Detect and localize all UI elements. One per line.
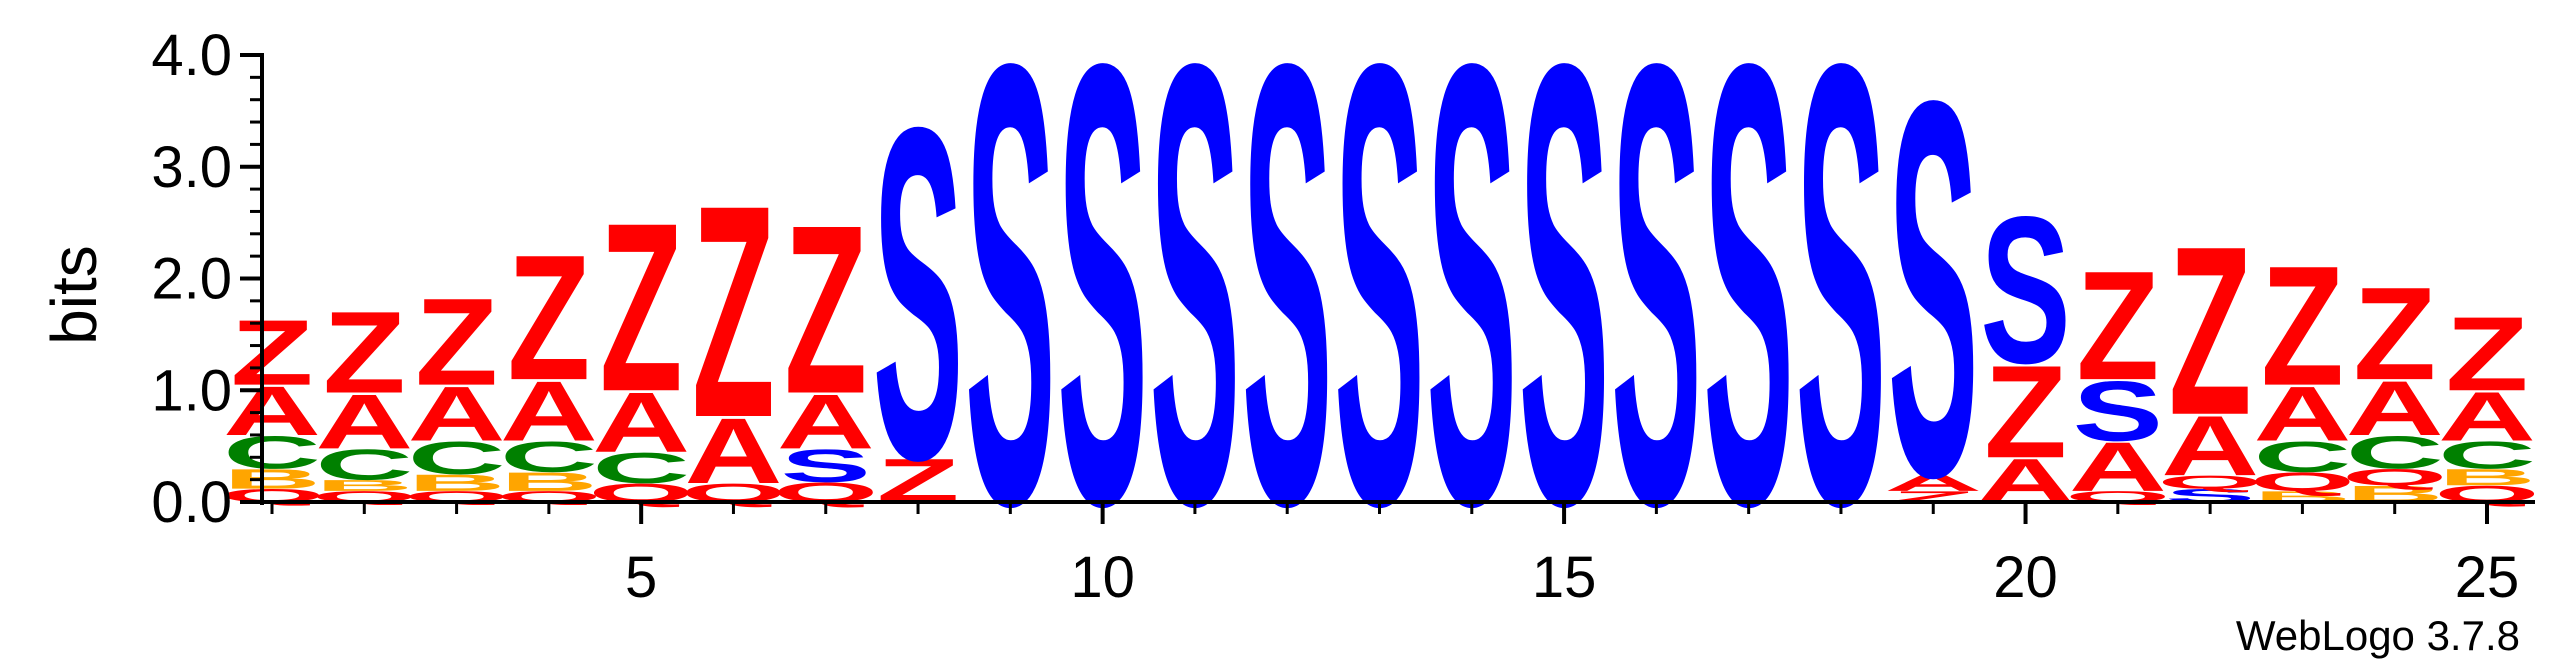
logo-letter-z: Z bbox=[2076, 239, 2159, 413]
logo-letter-q: Q bbox=[2157, 472, 2263, 493]
y-axis-label: bits bbox=[38, 245, 110, 345]
logo-letter-z: Z bbox=[231, 301, 314, 405]
logo-letter-c: C bbox=[2438, 434, 2536, 477]
logo-letter-c: C bbox=[500, 433, 598, 481]
logo-letter-s: S bbox=[1519, 0, 1609, 636]
logo-letter-c: C bbox=[592, 444, 690, 492]
logo-letter-a: A bbox=[2253, 371, 2351, 457]
logo-letter-c: C bbox=[2346, 427, 2444, 479]
logo-letter-s: S bbox=[1150, 0, 1240, 636]
logo-letter-c: C bbox=[2253, 433, 2351, 481]
logo-letter-z: Z bbox=[2353, 261, 2436, 408]
logo-letter-b: B bbox=[223, 463, 321, 494]
logo-letter-s: S bbox=[965, 0, 1055, 636]
logo-letter-b: B bbox=[315, 477, 413, 494]
logo-letter-a: A bbox=[408, 371, 506, 457]
logo-letter-a: A bbox=[500, 364, 598, 460]
logo-letter-b: B bbox=[408, 470, 506, 496]
logo-letter-s: S bbox=[1334, 0, 1424, 636]
logo-letter-z: Z bbox=[323, 288, 406, 418]
logo-letter-s: S bbox=[1980, 174, 2071, 408]
x-tick-label: 10 bbox=[1070, 545, 1135, 610]
x-tick-label: 15 bbox=[1532, 545, 1597, 610]
y-tick-label: 0.0 bbox=[151, 470, 232, 535]
logo-letter-s: S bbox=[1057, 0, 1147, 636]
logo-letter-q: Q bbox=[2342, 464, 2448, 490]
logo-letter-s: S bbox=[1888, 0, 1978, 588]
logo-letter-s: S bbox=[781, 440, 872, 492]
logo-letter-a: A bbox=[592, 375, 690, 471]
logo-letter-s: S bbox=[1242, 0, 1332, 636]
y-tick-label: 3.0 bbox=[151, 135, 232, 200]
logo-letter-c: C bbox=[223, 427, 321, 479]
logo-letter-a: A bbox=[315, 379, 413, 465]
logo-letter-c: C bbox=[315, 441, 413, 489]
logo-letter-s: S bbox=[873, 29, 964, 558]
y-tick-label: 4.0 bbox=[151, 23, 232, 88]
logo-letter-z: Z bbox=[600, 173, 683, 442]
logo-letter-s: S bbox=[1427, 0, 1517, 636]
logo-letter-a: A bbox=[2346, 365, 2444, 451]
logo-letter-a: A bbox=[2438, 377, 2536, 455]
logo-letter-s: S bbox=[1611, 0, 1701, 636]
logo-letter-z: Z bbox=[1984, 339, 2067, 486]
logo-letter-z: Z bbox=[2169, 197, 2252, 466]
logo-letter-a: A bbox=[1884, 470, 1982, 496]
logo-letter-z: Z bbox=[2446, 295, 2529, 413]
logo-letter-z: Z bbox=[507, 217, 590, 417]
logo-letter-b: B bbox=[2438, 464, 2536, 490]
logo-letter-c: C bbox=[408, 432, 506, 484]
logo-letter-z: Z bbox=[2261, 230, 2344, 422]
logo-letter-s: S bbox=[1703, 0, 1793, 636]
logo-letter-z: Z bbox=[415, 272, 498, 411]
logo-letter-a: A bbox=[2161, 398, 2259, 494]
logo-letter-a: A bbox=[777, 379, 875, 465]
logo-letter-z: Z bbox=[784, 176, 867, 445]
logo-letter-s: S bbox=[2073, 364, 2163, 460]
logo-letter-a: A bbox=[684, 399, 782, 503]
logo-letter-b: B bbox=[500, 467, 598, 496]
logo-letter-z: Z bbox=[692, 142, 775, 480]
y-tick-label: 1.0 bbox=[151, 358, 232, 423]
logo-letter-s: S bbox=[1796, 0, 1886, 636]
logo-letter-q: Q bbox=[2250, 467, 2356, 496]
logo-letter-a: A bbox=[223, 372, 321, 450]
x-axis: 5 10 15 20 25 bbox=[260, 500, 2535, 610]
x-tick-label: 5 bbox=[625, 545, 657, 610]
x-tick-label: 20 bbox=[1993, 545, 2058, 610]
x-tick-label: 25 bbox=[2455, 545, 2520, 610]
logo-letter-a: A bbox=[2069, 427, 2167, 505]
y-tick-label: 2.0 bbox=[151, 247, 232, 312]
y-axis: 0.0 1.0 2.0 3.0 4.0 bbox=[151, 23, 264, 535]
weblogo-credit: WebLogo 3.7.8 bbox=[2236, 612, 2520, 659]
